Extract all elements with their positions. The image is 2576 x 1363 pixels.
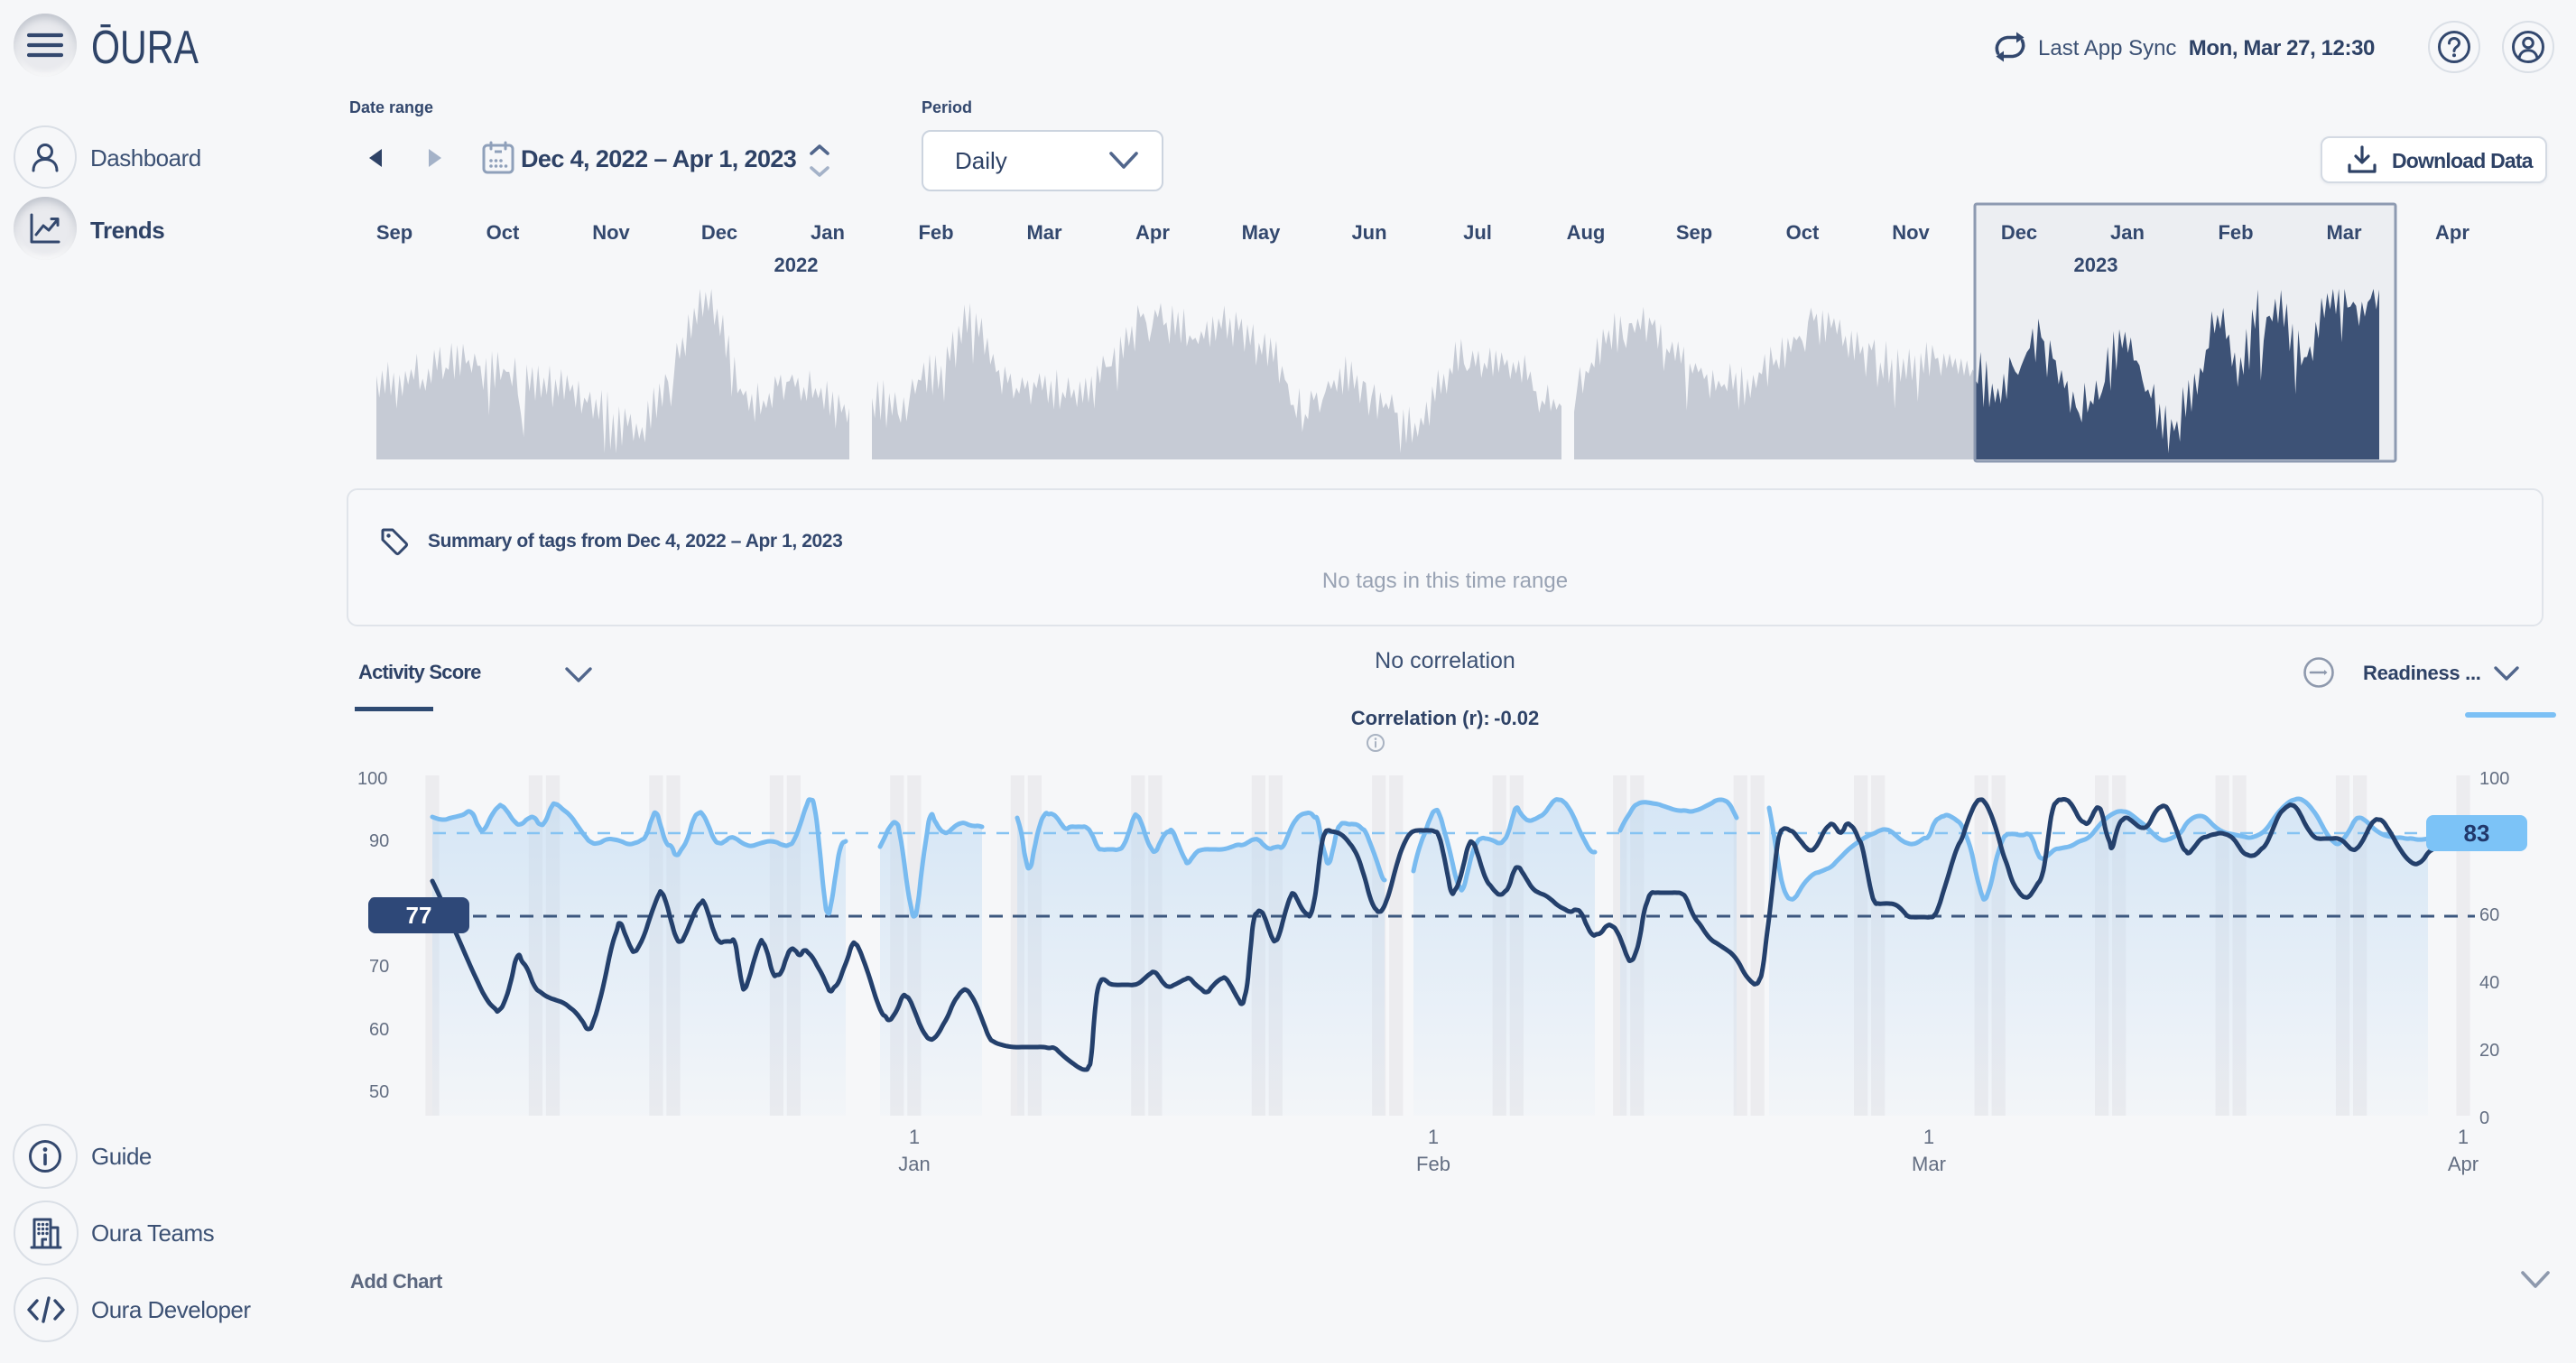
svg-text:Mar: Mar xyxy=(1912,1153,1946,1175)
svg-text:90: 90 xyxy=(369,831,389,851)
svg-text:0: 0 xyxy=(2479,1108,2489,1128)
svg-text:60: 60 xyxy=(369,1020,389,1040)
svg-text:Dec: Dec xyxy=(2001,221,2037,244)
svg-text:Oct: Oct xyxy=(1786,221,1820,244)
svg-text:Dec: Dec xyxy=(701,221,737,244)
svg-text:100: 100 xyxy=(2479,769,2509,789)
svg-text:Jul: Jul xyxy=(1463,221,1492,244)
svg-text:Sep: Sep xyxy=(376,221,412,244)
svg-text:2022: 2022 xyxy=(774,254,819,276)
svg-text:Mar: Mar xyxy=(1026,221,1062,244)
svg-text:83: 83 xyxy=(2464,820,2490,847)
svg-text:Apr: Apr xyxy=(2435,221,2469,244)
svg-text:60: 60 xyxy=(2479,905,2499,925)
svg-text:Aug: Aug xyxy=(1567,221,1606,244)
svg-text:Feb: Feb xyxy=(918,221,953,244)
svg-text:77: 77 xyxy=(406,902,432,929)
svg-text:20: 20 xyxy=(2479,1041,2499,1061)
svg-text:1: 1 xyxy=(2458,1126,2469,1148)
svg-text:1: 1 xyxy=(1923,1126,1934,1148)
svg-text:Oct: Oct xyxy=(486,221,520,244)
svg-text:Jun: Jun xyxy=(1351,221,1386,244)
svg-text:70: 70 xyxy=(369,957,389,977)
svg-text:Nov: Nov xyxy=(592,221,630,244)
svg-text:Apr: Apr xyxy=(2448,1153,2479,1175)
svg-text:Apr: Apr xyxy=(1135,221,1170,244)
svg-text:1: 1 xyxy=(909,1126,920,1148)
svg-text:May: May xyxy=(1242,221,1282,244)
svg-text:Jan: Jan xyxy=(898,1153,930,1175)
svg-text:Sep: Sep xyxy=(1676,221,1712,244)
svg-text:50: 50 xyxy=(369,1082,389,1102)
svg-text:Nov: Nov xyxy=(1892,221,1930,244)
svg-text:100: 100 xyxy=(357,769,387,789)
svg-text:Feb: Feb xyxy=(1416,1153,1450,1175)
svg-text:1: 1 xyxy=(1428,1126,1439,1148)
svg-text:Mar: Mar xyxy=(2326,221,2362,244)
svg-text:Feb: Feb xyxy=(2218,221,2253,244)
svg-text:40: 40 xyxy=(2479,973,2499,993)
svg-text:Jan: Jan xyxy=(811,221,845,244)
svg-text:ŌURA: ŌURA xyxy=(91,22,199,72)
svg-text:2023: 2023 xyxy=(2074,254,2118,276)
svg-text:Jan: Jan xyxy=(2110,221,2145,244)
